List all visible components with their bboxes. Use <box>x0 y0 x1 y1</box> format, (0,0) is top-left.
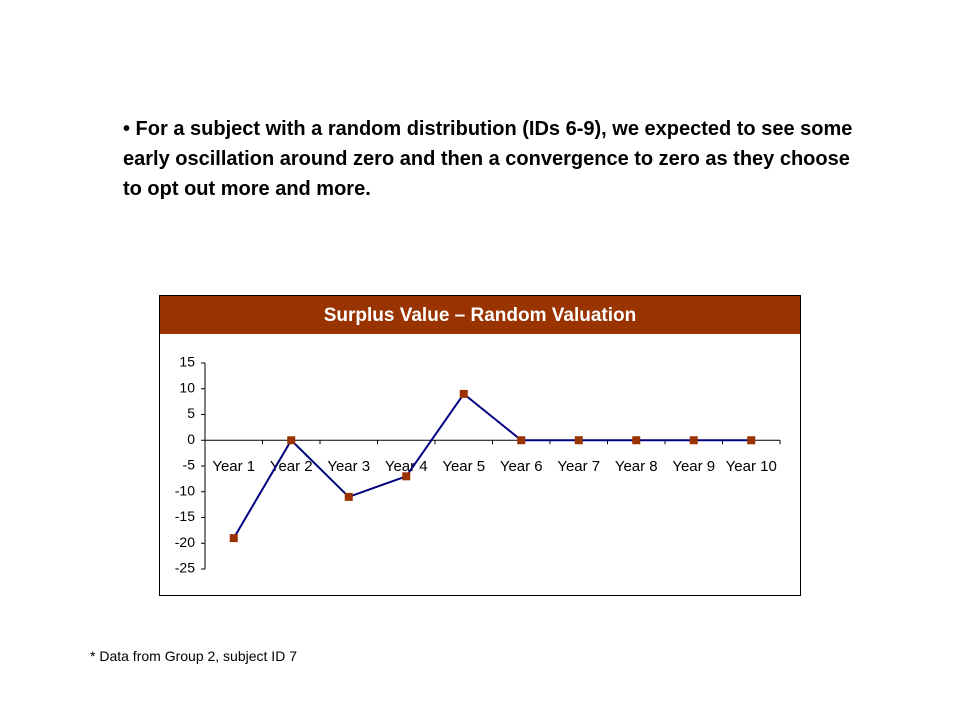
marker <box>287 436 296 445</box>
marker <box>402 472 411 481</box>
y-tick-label: -15 <box>175 508 195 524</box>
marker <box>747 436 756 445</box>
marker <box>344 492 353 501</box>
chart-frame <box>159 295 801 596</box>
y-tick-label: -20 <box>175 534 195 550</box>
y-tick-label: 0 <box>187 431 195 447</box>
x-tick-label: Year 7 <box>557 458 600 475</box>
x-tick-label: Year 3 <box>327 458 370 475</box>
y-tick-label: -25 <box>175 560 195 576</box>
x-tick-label: Year 2 <box>270 458 313 475</box>
series-line <box>232 392 752 539</box>
x-tick-label: Year 10 <box>726 458 777 475</box>
bullet-text: • For a subject with a random distributi… <box>123 118 853 200</box>
marker <box>229 534 238 543</box>
y-tick-label: 10 <box>179 379 195 395</box>
x-tick-label: Year 1 <box>212 458 255 475</box>
x-tick-label: Year 9 <box>672 458 715 475</box>
marker <box>689 436 698 445</box>
marker <box>459 389 468 398</box>
y-tick-label: 5 <box>187 405 195 421</box>
title-band <box>160 296 800 334</box>
y-tick-label: 15 <box>179 354 195 370</box>
x-tick-label: Year 6 <box>500 458 543 475</box>
marker <box>632 436 641 445</box>
y-tick-label: -10 <box>175 482 195 498</box>
marker <box>517 436 526 445</box>
x-tick-label: Year 8 <box>615 458 658 475</box>
x-tick-label: Year 5 <box>442 458 485 475</box>
footnote: * Data from Group 2, subject ID 7 <box>90 648 297 664</box>
chart-title: Surplus Value – Random Valuation <box>324 305 637 326</box>
y-tick-label: -5 <box>183 457 196 473</box>
marker <box>574 436 583 445</box>
